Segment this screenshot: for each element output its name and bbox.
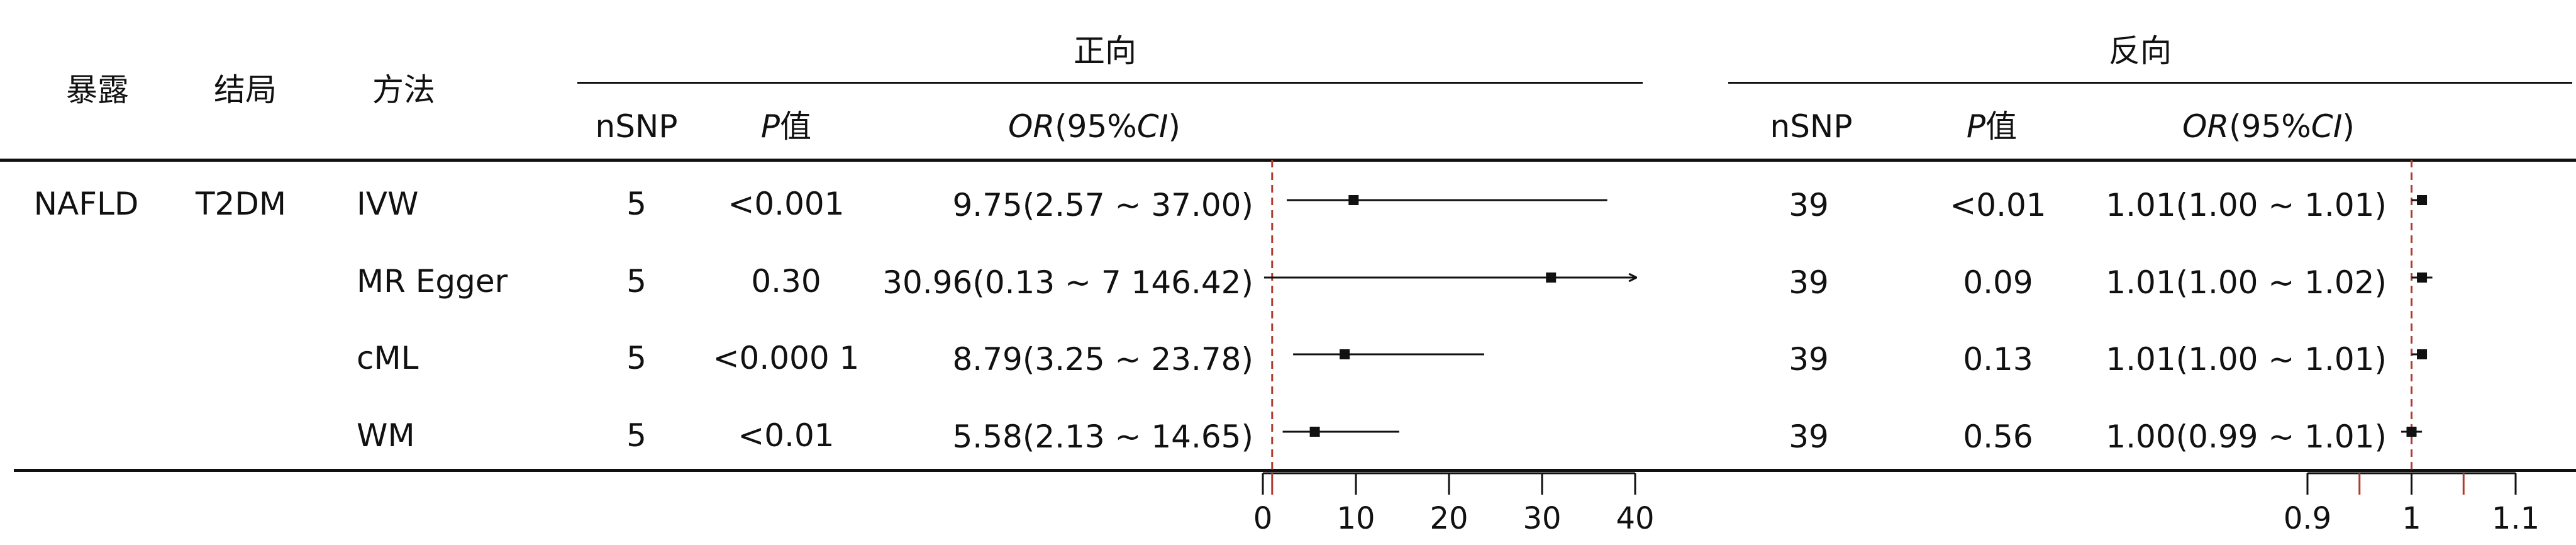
reverse-point-estimate — [2406, 427, 2417, 437]
reverse-group-underline — [1728, 82, 2572, 84]
forward-point-estimate — [1309, 427, 1320, 437]
table-row-rev-or: 1.01(1.00 ~ 1.02) — [2106, 264, 2387, 301]
table-row-method: IVW — [357, 186, 419, 222]
header-reverse: 反向 — [2109, 33, 2172, 69]
table-row-rev-p: 0.56 — [1963, 419, 2033, 455]
table-row-method: MR Egger — [357, 263, 508, 300]
reverse-point-estimate — [2417, 272, 2428, 283]
header-exposure: 暴露 — [66, 72, 129, 108]
table-row-rev-nsnp: 39 — [1789, 264, 1829, 301]
reverse-point-estimate — [2417, 349, 2428, 359]
table-row-rev-nsnp: 39 — [1789, 341, 1829, 378]
table-row-fwd-nsnp: 5 — [626, 263, 647, 300]
header-forward-p: P值 — [760, 108, 812, 145]
forward-point-estimate — [1348, 195, 1359, 205]
forward-axis-tick-label: 10 — [1336, 501, 1375, 536]
header-forward-nsnp: nSNP — [595, 108, 678, 145]
table-row-fwd-p: <0.001 — [728, 186, 845, 222]
table-row-fwd-nsnp: 5 — [626, 340, 647, 376]
table-row-rev-or: 1.01(1.00 ~ 1.01) — [2106, 187, 2387, 223]
forward-axis-tick-label: 20 — [1430, 501, 1468, 536]
forward-point-estimate — [1546, 272, 1557, 283]
table-row-fwd-or: 9.75(2.57 ~ 37.00) — [952, 187, 1254, 223]
table-row-fwd-nsnp: 5 — [626, 186, 647, 222]
reverse-axis-tick-label: 1 — [2402, 501, 2421, 536]
reverse-axis-tick-label: 1.1 — [2492, 501, 2540, 536]
table-row-rev-or: 1.00(0.99 ~ 1.01) — [2106, 419, 2387, 455]
forward-group-underline — [577, 82, 1643, 84]
table-row-rev-or: 1.01(1.00 ~ 1.01) — [2106, 341, 2387, 378]
table-row-fwd-p: <0.000 1 — [713, 340, 860, 376]
reverse-point-estimate — [2417, 195, 2428, 205]
table-row-fwd-p: <0.01 — [738, 417, 835, 454]
header-forward: 正向 — [1074, 33, 1136, 69]
header-method: 方法 — [372, 72, 435, 108]
exposure-cell: NAFLD — [33, 186, 139, 222]
header-reverse-or: OR(95%CI) — [2182, 108, 2355, 145]
table-row-rev-nsnp: 39 — [1789, 187, 1829, 223]
table-row-fwd-or: 5.58(2.13 ~ 14.65) — [952, 419, 1254, 455]
table-row-fwd-or: 8.79(3.25 ~ 23.78) — [952, 341, 1254, 378]
table-row-fwd-or: 30.96(0.13 ~ 7 146.42) — [882, 264, 1253, 301]
header-forward-or: OR(95%CI) — [1008, 108, 1180, 145]
forward-axis-tick-label: 40 — [1616, 501, 1654, 536]
forward-axis-tick-label: 0 — [1253, 501, 1273, 536]
table-row-rev-p: <0.01 — [1950, 187, 2046, 223]
table-row-fwd-p: 0.30 — [751, 263, 821, 300]
forward-point-estimate — [1340, 349, 1350, 359]
header-reverse-nsnp: nSNP — [1770, 108, 1853, 145]
table-row-rev-p: 0.13 — [1963, 341, 2033, 378]
forward-axis-tick-label: 30 — [1523, 501, 1561, 536]
table-bottom-rule — [14, 469, 2576, 472]
header-reverse-p: P值 — [1966, 108, 2018, 145]
table-row-rev-nsnp: 39 — [1789, 419, 1829, 455]
outcome-cell: T2DM — [196, 186, 286, 222]
reverse-axis-tick-label: 0.9 — [2284, 501, 2331, 536]
table-row-rev-p: 0.09 — [1963, 264, 2033, 301]
header-outcome: 结局 — [214, 72, 277, 108]
table-row-method: WM — [357, 417, 415, 454]
table-row-method: cML — [357, 340, 419, 376]
header-bottom-rule — [0, 159, 2576, 162]
table-row-fwd-nsnp: 5 — [626, 417, 647, 454]
